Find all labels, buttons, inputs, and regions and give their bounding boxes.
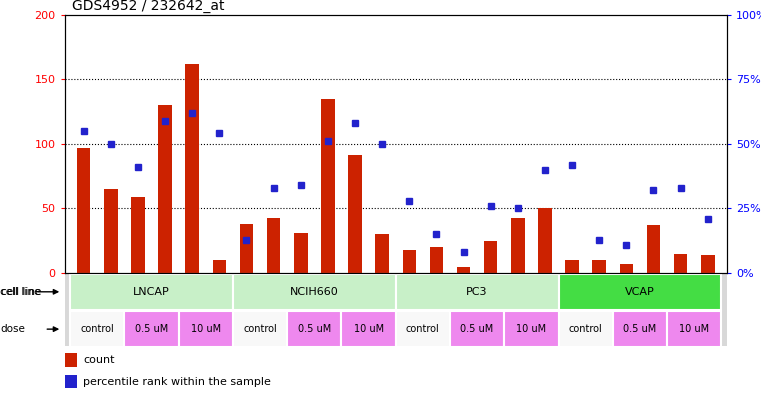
Text: dose: dose — [1, 324, 26, 334]
Text: control: control — [406, 324, 440, 334]
Text: 0.5 uM: 0.5 uM — [460, 324, 494, 334]
Bar — [349, 156, 361, 273]
Text: 10 uM: 10 uM — [679, 324, 709, 334]
Bar — [538, 208, 552, 273]
Bar — [430, 247, 443, 273]
Text: percentile rank within the sample: percentile rank within the sample — [83, 377, 271, 387]
Text: 0.5 uM: 0.5 uM — [298, 324, 331, 334]
Bar — [186, 64, 199, 273]
Bar — [267, 218, 280, 273]
Bar — [673, 254, 687, 273]
Bar — [233, 311, 287, 347]
Text: control: control — [81, 324, 114, 334]
Bar — [667, 311, 721, 347]
Bar — [212, 260, 226, 273]
Bar — [403, 250, 416, 273]
Bar — [457, 267, 470, 273]
Text: cell line: cell line — [1, 287, 41, 297]
Text: 0.5 uM: 0.5 uM — [623, 324, 657, 334]
Text: 10 uM: 10 uM — [191, 324, 221, 334]
Text: LNCAP: LNCAP — [133, 287, 170, 297]
Bar — [375, 234, 389, 273]
Text: 10 uM: 10 uM — [516, 324, 546, 334]
Bar — [593, 260, 606, 273]
Bar — [396, 311, 450, 347]
Bar — [131, 197, 145, 273]
Bar — [619, 264, 633, 273]
Bar — [484, 241, 498, 273]
Bar — [294, 233, 307, 273]
Bar — [342, 311, 396, 347]
Text: control: control — [568, 324, 603, 334]
Bar — [233, 274, 396, 310]
Bar — [77, 148, 91, 273]
Bar — [65, 353, 77, 367]
Bar — [505, 311, 559, 347]
Text: PC3: PC3 — [466, 287, 488, 297]
Bar — [104, 189, 118, 273]
Bar — [321, 99, 335, 273]
Bar — [287, 311, 342, 347]
Text: VCAP: VCAP — [625, 287, 654, 297]
Bar — [613, 311, 667, 347]
Bar — [65, 375, 77, 388]
Bar — [565, 260, 579, 273]
Bar — [179, 311, 233, 347]
Bar — [701, 255, 715, 273]
Text: cell line: cell line — [0, 287, 40, 297]
Bar — [124, 311, 179, 347]
Bar — [158, 105, 172, 273]
Bar — [396, 274, 559, 310]
Bar — [450, 311, 505, 347]
Text: 0.5 uM: 0.5 uM — [135, 324, 168, 334]
Text: control: control — [244, 324, 277, 334]
Bar — [559, 274, 721, 310]
Bar — [559, 311, 613, 347]
Text: count: count — [83, 355, 115, 365]
Bar — [511, 218, 524, 273]
Bar — [647, 225, 661, 273]
Text: 10 uM: 10 uM — [354, 324, 384, 334]
Bar — [70, 311, 124, 347]
Text: GDS4952 / 232642_at: GDS4952 / 232642_at — [72, 0, 224, 13]
Bar — [240, 224, 253, 273]
Bar — [70, 274, 233, 310]
Text: NCIH660: NCIH660 — [290, 287, 339, 297]
